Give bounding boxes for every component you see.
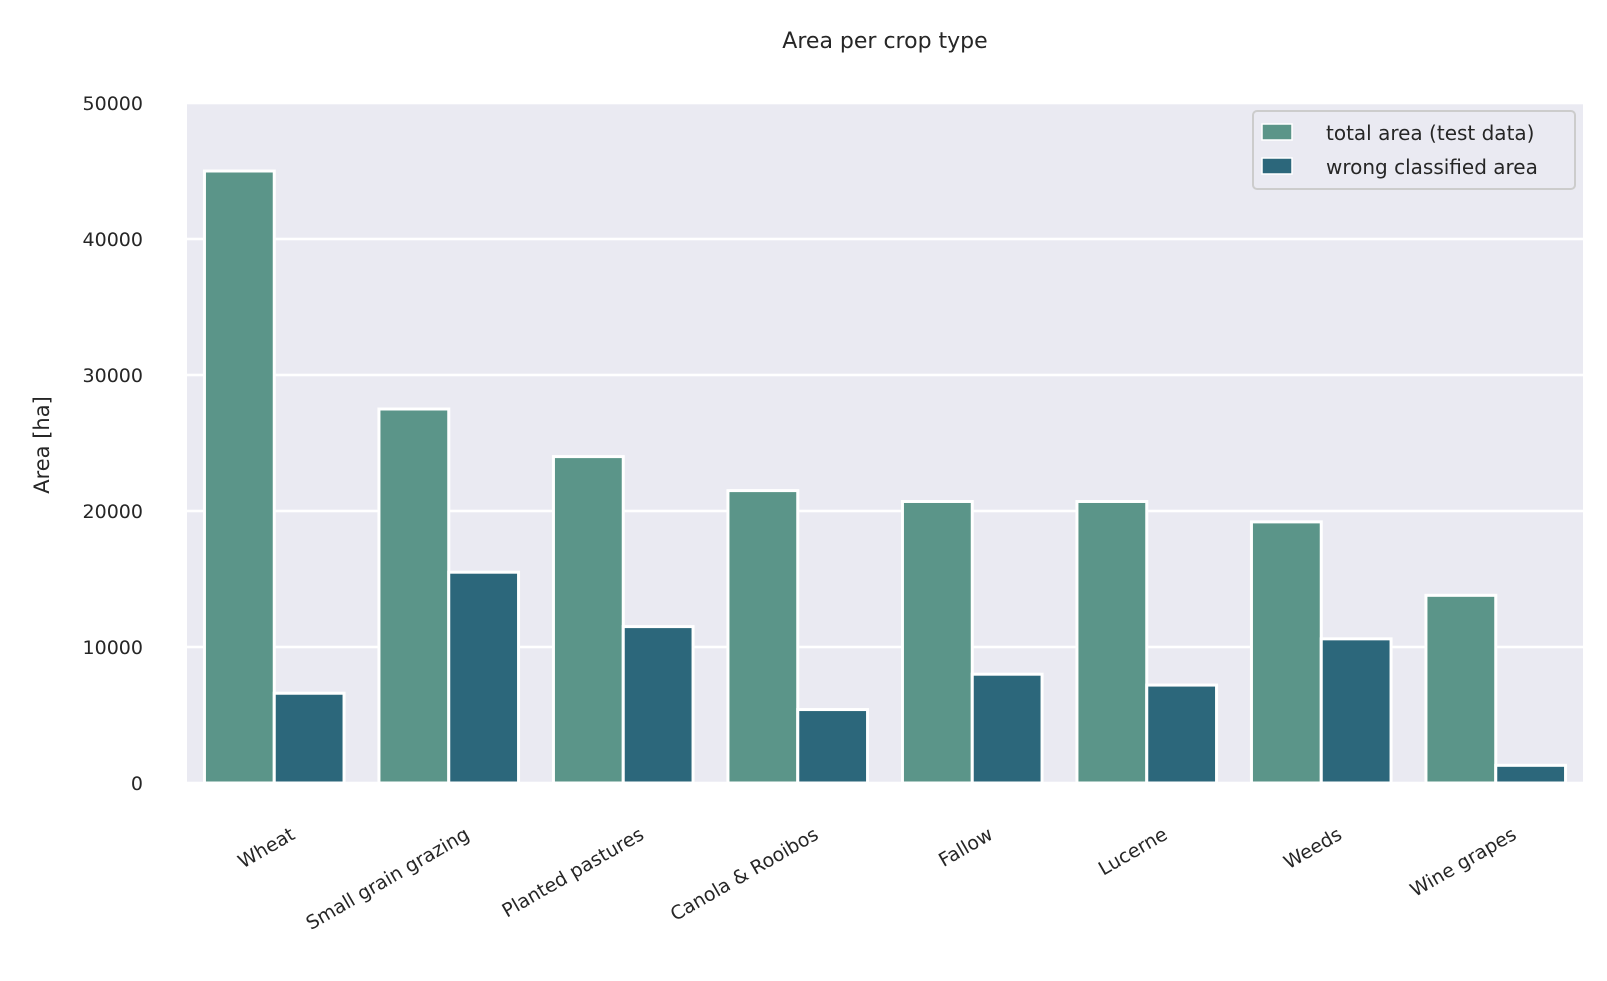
bar-wrong-classified-3 (796, 708, 870, 785)
x-tick-label: Canola & Rooibos (667, 823, 823, 925)
x-tick-label: Fallow (935, 823, 997, 871)
bar-total-area-2 (551, 455, 625, 785)
legend-label-wrong: wrong classified area (1326, 155, 1538, 179)
bar-wrong-classified-6 (1319, 637, 1393, 785)
bar-total-area-5 (1075, 499, 1149, 785)
y-tick-label: 10000 (83, 637, 143, 659)
x-tick-label: Planted pastures (498, 823, 647, 922)
x-tick-label: Lucerne (1095, 823, 1172, 880)
y-tick-label: 20000 (83, 501, 143, 523)
y-tick-label: 0 (131, 773, 143, 795)
bar-wrong-classified-7 (1494, 763, 1568, 785)
bar-wrong-classified-0 (272, 691, 346, 785)
bars (202, 169, 1568, 785)
y-tick-label: 40000 (83, 229, 143, 251)
bar-wrong-classified-1 (447, 570, 521, 785)
legend-label-total: total area (test data) (1326, 121, 1534, 145)
bar-total-area-6 (1249, 520, 1323, 785)
bar-wrong-classified-5 (1145, 683, 1219, 785)
x-tick-label: Small grain grazing (302, 823, 473, 934)
bar-total-area-4 (900, 499, 974, 785)
x-tick-label: Wheat (234, 823, 298, 873)
y-tick-label: 50000 (83, 93, 143, 115)
legend-swatch-wrong (1261, 157, 1293, 175)
x-tick-label: Wine grapes (1407, 823, 1521, 901)
bar-total-area-3 (726, 489, 800, 785)
chart-title: Area per crop type (782, 29, 987, 54)
y-tick-labels: 0 10000 20000 30000 40000 50000 (83, 93, 143, 795)
y-tick-label: 30000 (83, 365, 143, 387)
x-tick-label: Weeds (1280, 823, 1346, 874)
bar-wrong-classified-2 (621, 625, 695, 785)
bar-total-area-7 (1424, 593, 1498, 785)
y-axis-label: Area [ha] (30, 396, 54, 494)
bar-wrong-classified-4 (970, 672, 1044, 785)
legend-swatch-total (1261, 123, 1293, 141)
bar-total-area-0 (202, 169, 276, 785)
legend-box (1252, 110, 1576, 190)
bar-total-area-1 (377, 407, 451, 785)
x-tick-labels: Wheat Small grain grazing Planted pastures… (234, 823, 1520, 934)
legend: total area (test data) wrong classified … (1252, 110, 1576, 190)
